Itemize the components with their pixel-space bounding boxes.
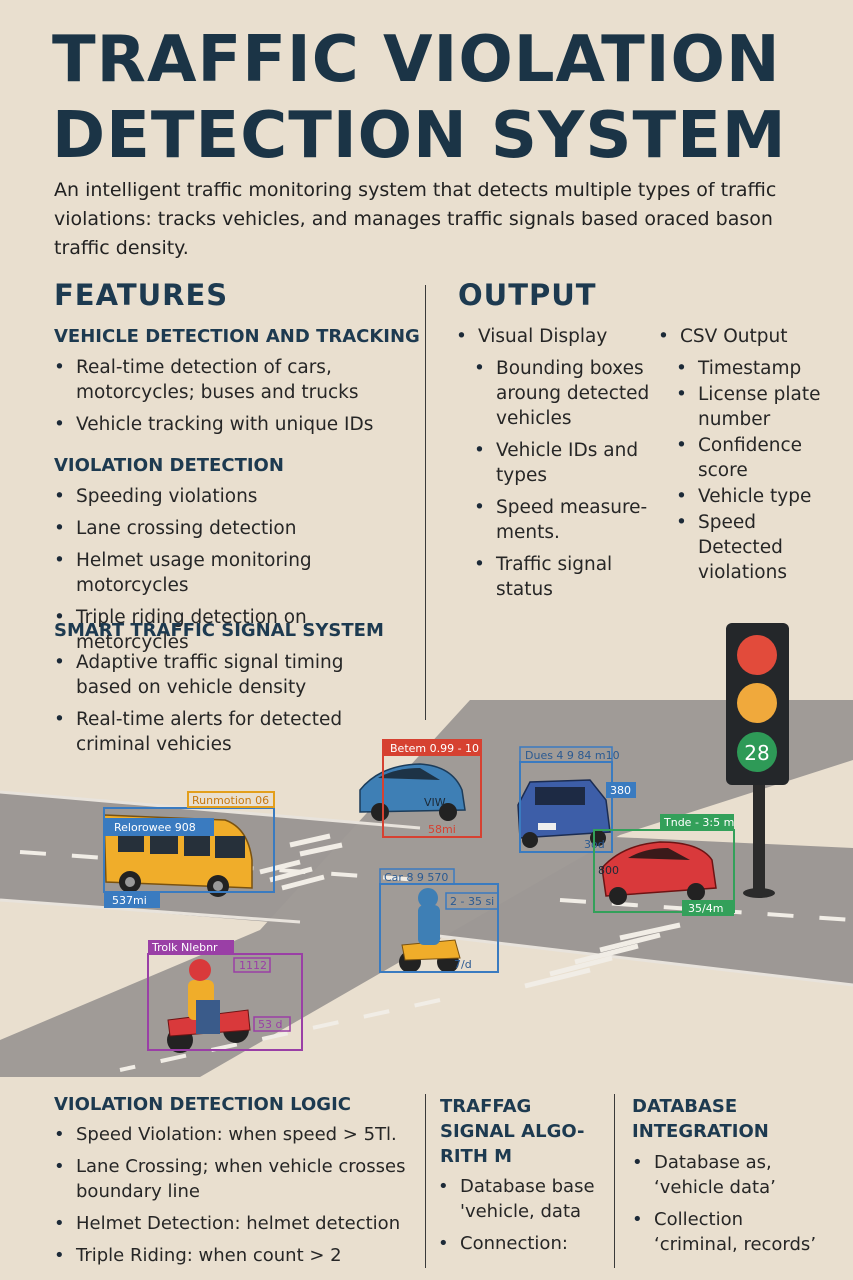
- list-item: Timestamp: [676, 356, 836, 381]
- list-item: Lane Crossing; when vehicle crosses boun…: [54, 1154, 419, 1204]
- rider-id-label: 1112: [239, 959, 267, 972]
- section-heading-signal: SMART TRAFFIC SIGNAL SYSTEM: [54, 620, 384, 641]
- red-car-speed: 35/4m: [688, 902, 723, 915]
- list-item: Helmet usage monitoring motorcycles: [54, 548, 424, 598]
- visual-display-list: Visual Display: [456, 324, 646, 356]
- bottom-divider-1: [425, 1094, 426, 1268]
- motorcycle-speed-label: 7/d: [454, 958, 472, 971]
- suv-top-label: Dues 4 9 84 m10: [525, 749, 620, 762]
- section-heading-violation: VIOLATION DETECTION: [54, 455, 284, 476]
- visual-display-items: Bounding boxes aroung detected vehicles …: [474, 356, 652, 609]
- list-item: Traffic signal status: [474, 552, 652, 602]
- list-item: Vehicle type: [676, 484, 836, 509]
- rider-speed-label: 53 d: [258, 1018, 282, 1031]
- database-heading: DATABASE INTEGRATION: [632, 1096, 769, 1142]
- rider-top-label: Trolk Nlebnr: [151, 941, 218, 954]
- logic-list: Speed Violation: when speed > 5Tl. Lane …: [54, 1122, 419, 1275]
- bus-id-label: Relorowee 908: [114, 821, 196, 834]
- page-title: TRAFFIC VIOLATION DETECTION SYSTEM: [52, 22, 832, 174]
- list-item: Real-time alerts for detected criminal v…: [54, 707, 354, 757]
- lane-dashes: [19, 850, 853, 1072]
- intro-text: An intelligent traffic monitoring system…: [54, 179, 777, 259]
- list-item: Lane crossing detection: [54, 516, 424, 541]
- list-item: Speed Violation: when speed > 5Tl.: [54, 1122, 419, 1147]
- red-light-icon: [737, 635, 777, 675]
- red-car-plate: 800: [598, 864, 619, 877]
- list-item: Vehicle tracking with unique IDs: [54, 412, 404, 437]
- title-line-1: TRAFFIC VIOLATION: [52, 23, 781, 97]
- signal-countdown: 28: [744, 741, 769, 765]
- list-item: Real-time detection of cars, motorcycles…: [54, 355, 404, 405]
- list-item: Speed Detected violations: [676, 510, 836, 585]
- blue-car: [359, 763, 466, 821]
- motorcycle-top-label: Car 8 9 570: [384, 871, 448, 884]
- vehicle-detection-list: Real-time detection of cars, motorcycles…: [54, 355, 404, 444]
- motorcycle-id-label: 2 - 35 si: [450, 895, 494, 908]
- blue-car-top-label: Betem 0.99 - 10: [390, 742, 479, 755]
- motorcycle-rider: [167, 959, 251, 1053]
- red-car: [601, 841, 717, 905]
- algo-list: Database base 'vehicle, data Connection:: [438, 1174, 608, 1263]
- bus-vehicle: [103, 814, 253, 897]
- list-item: Bounding boxes aroung detected vehicles: [474, 356, 652, 431]
- list-item: License plate number: [676, 382, 836, 432]
- features-heading: FEATURES: [54, 278, 229, 312]
- crosswalk: [259, 833, 681, 989]
- smart-signal-list: Adaptive traffic signal timing based on …: [54, 650, 354, 764]
- list-item: Speed measure- ments.: [474, 495, 652, 545]
- suv-number-label: 380: [610, 784, 631, 797]
- list-item: Vehicle IDs and types: [474, 438, 652, 488]
- list-item: Database base 'vehicle, data: [438, 1174, 608, 1224]
- bus-top-label: Runmotion 06: [192, 794, 269, 807]
- logic-heading: VIOLATION DETECTION LOGIC: [54, 1094, 351, 1115]
- green-light-icon: [737, 732, 777, 772]
- list-item: Collection ‘criminal, records’: [632, 1207, 832, 1257]
- blue-car-speed: 58mi: [428, 823, 456, 836]
- column-divider: [425, 285, 426, 720]
- list-item: Speeding violations: [54, 484, 424, 509]
- csv-output-items: Timestamp License plate number Confidenc…: [676, 356, 836, 586]
- title-line-2: DETECTION SYSTEM: [52, 99, 787, 173]
- bottom-divider-2: [614, 1094, 615, 1268]
- list-item: Triple Riding: when count > 2: [54, 1243, 419, 1268]
- algo-heading: TRAFFAG SIGNAL ALGO- RITH M: [440, 1096, 585, 1167]
- suv-vehicle: [517, 779, 611, 848]
- traffic-scene: 28 Runmotion 06 Relorowee 908 537mi Bete…: [0, 623, 853, 1077]
- database-list: Database as, ‘vehicle data’ Collection ‘…: [632, 1150, 832, 1264]
- list-item: Triple riding detection on metorcycles: [54, 605, 424, 655]
- list-item: Confidence score: [676, 433, 836, 483]
- visual-display-label: Visual Display: [456, 324, 646, 349]
- signal-pole: [753, 775, 765, 893]
- list-item: Helmet Detection: helmet detection: [54, 1211, 419, 1236]
- csv-output-label: CSV Output: [658, 324, 838, 349]
- blue-car-plate: VIW: [424, 796, 446, 809]
- list-item: Adaptive traffic signal timing based on …: [54, 650, 354, 700]
- motorcycle-center: [399, 888, 461, 973]
- list-item: Connection:: [438, 1231, 608, 1256]
- section-heading-vehicle: VEHICLE DETECTION AND TRACKING: [54, 326, 420, 347]
- bus-speed-label: 537mi: [112, 894, 147, 907]
- red-car-top-label: Tnde - 3:5 m: [663, 816, 734, 829]
- csv-output-list: CSV Output: [658, 324, 838, 356]
- amber-light-icon: [737, 683, 777, 723]
- list-item: Database as, ‘vehicle data’: [632, 1150, 832, 1200]
- violation-detection-list: Speeding violations Lane crossing detect…: [54, 484, 424, 662]
- output-heading: OUTPUT: [458, 278, 597, 312]
